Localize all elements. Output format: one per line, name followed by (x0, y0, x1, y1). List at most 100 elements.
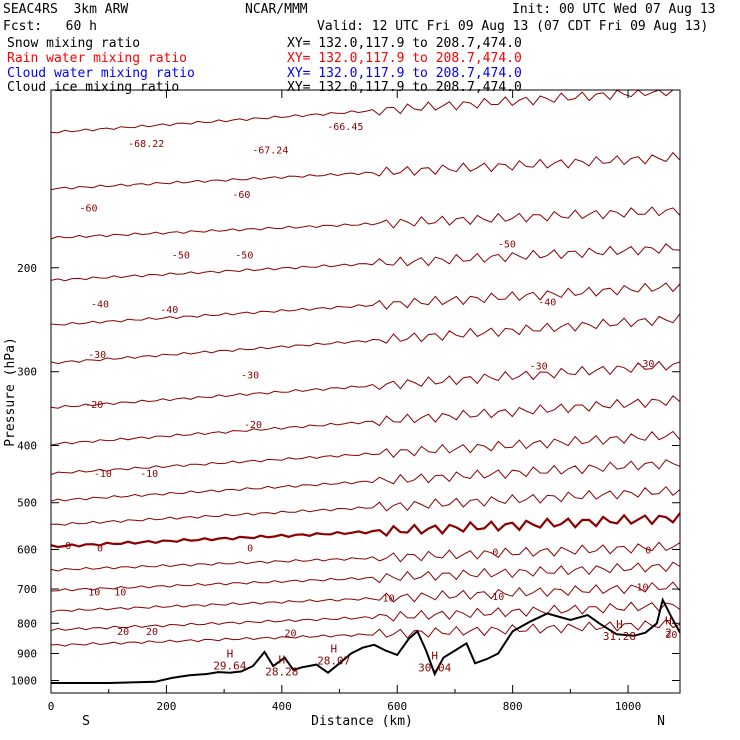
high-marker: H (227, 648, 234, 661)
contour-label: 0 (492, 548, 498, 559)
valid-time: Valid: 12 UTC Fri 09 Aug 13 (07 CDT Fri … (317, 19, 709, 34)
x-tick-label: 800 (503, 700, 523, 713)
isotherm-line (50, 313, 681, 365)
contour-label: -20 (244, 420, 262, 431)
contour-label: 0 (97, 543, 103, 554)
x-tick-label: 0 (48, 700, 55, 713)
contour-label: -50 (235, 251, 253, 262)
field-label-snow: Snow mixing ratio (7, 36, 141, 51)
y-tick-label: 500 (17, 497, 37, 510)
y-tick-label: 800 (17, 617, 37, 630)
high-marker: H (279, 654, 286, 667)
isotherm-line (50, 618, 681, 647)
isotherm-line (50, 151, 681, 191)
contour-label: -67.24 (252, 145, 288, 156)
contour-label: -68.22 (128, 139, 164, 150)
high-value-label: 28.28 (265, 666, 298, 679)
contour-label: -30 (241, 370, 259, 381)
contour-label: 10 (114, 588, 126, 599)
isotherm-line (50, 430, 681, 476)
contour-label: -50 (172, 251, 190, 262)
isotherm-line (50, 512, 681, 549)
contour-label: -30 (88, 350, 106, 361)
isotherm-line (50, 541, 681, 572)
x-tick-label: 600 (387, 700, 407, 713)
contour-label: 20 (284, 629, 296, 640)
field-label-cloud-ice: Cloud ice mixing ratio (7, 80, 180, 95)
contour-label: -40 (91, 300, 109, 311)
isotherm-line (50, 243, 681, 282)
field-xy-cloud-water: XY= 132.0,117.9 to 208.7,474.0 (287, 66, 522, 81)
high-value-label: 30.04 (418, 661, 451, 674)
isotherm-line (50, 581, 681, 613)
isotherm-line (50, 360, 681, 409)
forecast-hour: Fcst: 60 h (3, 19, 97, 34)
high-value-label: 31.28 (603, 630, 636, 643)
contour-label: 10 (88, 588, 100, 599)
x-axis-label: Distance (km) (311, 714, 413, 729)
x-tick-label: 200 (156, 700, 176, 713)
contour-label: -60 (79, 203, 97, 214)
field-xy-rain: XY= 132.0,117.9 to 208.7,474.0 (287, 51, 522, 66)
high-marker: H (616, 618, 623, 631)
x-axis-left-end-label: S (82, 714, 90, 729)
isotherm-line (50, 459, 681, 502)
y-axis-label: Pressure (hPa) (3, 337, 18, 447)
x-tick-label: 1000 (615, 700, 642, 713)
x-tick-label: 400 (272, 700, 292, 713)
contour-label: -66.45 (327, 122, 363, 133)
contour-label: 0 (645, 545, 651, 556)
contour-label: -50 (498, 240, 516, 251)
contour-label: -10 (94, 469, 112, 480)
plot-frame (50, 89, 681, 694)
contour-label: 20 (117, 627, 129, 638)
contour-labels: -68.22 -67.24 -66.45 -60 -60 -50 -50 -50 -40 -40 -… (65, 122, 677, 641)
contour-label: -30 (636, 359, 654, 370)
high-value-label: 2 (665, 627, 672, 640)
y-tick-label: 200 (17, 262, 37, 275)
isotherm-line (50, 282, 681, 326)
field-label-rain: Rain water mixing ratio (7, 51, 188, 66)
isotherm-line (50, 395, 681, 446)
contour-label: 10 (383, 593, 395, 604)
high-value-label: 28.07 (317, 654, 350, 667)
isotherm-line (50, 485, 681, 526)
contour-label: -10 (140, 469, 158, 480)
isotherm-line (50, 601, 681, 632)
high-value-label: 29.64 (213, 660, 246, 673)
high-marker: H (431, 649, 438, 662)
y-tick-label: 600 (17, 543, 37, 556)
y-tick-label: 1000 (11, 674, 38, 687)
contour-label: 0 (65, 541, 71, 552)
isotherm-contours (50, 89, 681, 647)
contour-label: -60 (232, 190, 250, 201)
x-axis-right-end-label: N (657, 714, 665, 729)
field-label-cloud-water: Cloud water mixing ratio (7, 66, 195, 81)
init-time: Init: 00 UTC Wed 07 Aug 13 (512, 2, 716, 17)
field-xy-snow: XY= 132.0,117.9 to 208.7,474.0 (287, 36, 522, 51)
center-name: NCAR/MMM (245, 2, 308, 17)
contour-label: -40 (538, 297, 556, 308)
contour-label: 20 (146, 627, 158, 638)
high-marker: H (665, 615, 672, 628)
y-tick-label: 300 (17, 366, 37, 379)
contour-label: 20 (665, 630, 677, 641)
contour-label: 10 (636, 582, 648, 593)
contour-label: -20 (85, 400, 103, 411)
y-tick-label: 700 (17, 583, 37, 596)
field-xy-cloud-ice: XY= 132.0,117.9 to 208.7,474.0 (287, 80, 522, 95)
isotherm-line (50, 89, 680, 134)
x-axis-ticks: 0 200 400 600 800 1000 (48, 90, 642, 713)
y-tick-label: 900 (17, 647, 37, 660)
y-tick-label: 400 (17, 440, 37, 453)
isotherm-line (50, 206, 681, 240)
contour-label: 0 (247, 543, 253, 554)
high-marker: H (330, 642, 337, 655)
contour-label: 10 (492, 592, 504, 603)
isotherm-line (50, 561, 681, 592)
model-name: SEAC4RS 3km ARW (3, 2, 129, 17)
contour-label: -40 (160, 305, 178, 316)
